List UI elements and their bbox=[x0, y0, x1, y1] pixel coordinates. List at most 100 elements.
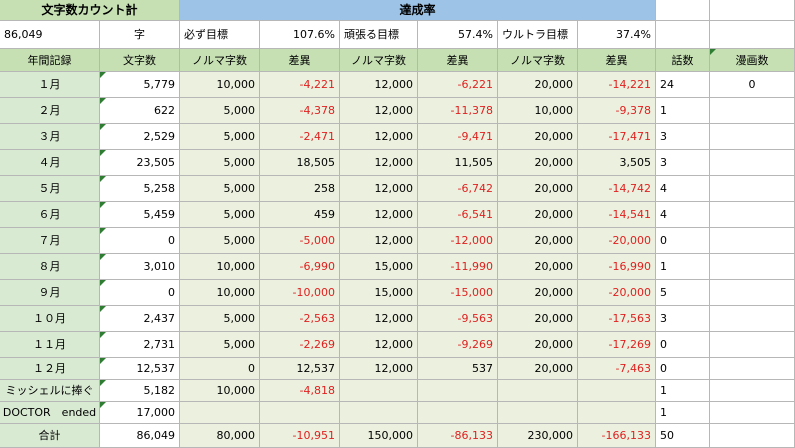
cell-diff-1[interactable]: -4,378 bbox=[260, 98, 340, 124]
cell-manga[interactable] bbox=[710, 176, 795, 202]
cell-quota-2[interactable]: 12,000 bbox=[340, 98, 418, 124]
cell-manga[interactable]: 0 bbox=[710, 72, 795, 98]
cell-quota-2[interactable]: 12,000 bbox=[340, 306, 418, 332]
cell-quota-1[interactable]: 5,000 bbox=[180, 306, 260, 332]
row-label[interactable]: ２月 bbox=[0, 98, 100, 124]
target-value-effort[interactable]: 57.4% bbox=[418, 21, 498, 49]
target-value-must[interactable]: 107.6% bbox=[260, 21, 340, 49]
cell-episodes[interactable]: 1 bbox=[656, 402, 710, 424]
achievement-header[interactable]: 達成率 bbox=[180, 0, 656, 21]
cell-episodes[interactable]: 4 bbox=[656, 176, 710, 202]
cell-episodes[interactable]: 3 bbox=[656, 124, 710, 150]
cell-diff-1[interactable]: -4,221 bbox=[260, 72, 340, 98]
cell-chars[interactable]: 2,731 bbox=[100, 332, 180, 358]
cell-quota-2[interactable] bbox=[340, 402, 418, 424]
cell-quota-1[interactable]: 10,000 bbox=[180, 254, 260, 280]
row-label[interactable]: ３月 bbox=[0, 124, 100, 150]
cell-manga[interactable] bbox=[710, 228, 795, 254]
cell-manga[interactable] bbox=[710, 280, 795, 306]
cell-quota-1[interactable] bbox=[180, 402, 260, 424]
cell-diff-2[interactable]: -6,742 bbox=[418, 176, 498, 202]
cell-quota-3[interactable]: 20,000 bbox=[498, 306, 578, 332]
cell-diff-1[interactable]: -10,951 bbox=[260, 424, 340, 448]
cell-chars[interactable]: 5,779 bbox=[100, 72, 180, 98]
total-chars-cell[interactable]: 86,049 bbox=[0, 21, 100, 49]
cell-episodes[interactable]: 0 bbox=[656, 332, 710, 358]
cell-quota-1[interactable]: 5,000 bbox=[180, 202, 260, 228]
cell-manga[interactable] bbox=[710, 306, 795, 332]
cell-quota-3[interactable] bbox=[498, 380, 578, 402]
cell-diff-1[interactable]: 459 bbox=[260, 202, 340, 228]
cell-diff-1[interactable]: -10,000 bbox=[260, 280, 340, 306]
cell-chars[interactable]: 12,537 bbox=[100, 358, 180, 380]
cell-episodes[interactable]: 3 bbox=[656, 306, 710, 332]
empty-cell[interactable] bbox=[656, 21, 710, 49]
cell-episodes[interactable]: 5 bbox=[656, 280, 710, 306]
col-header-quota-3[interactable]: ノルマ字数 bbox=[498, 49, 578, 72]
cell-episodes[interactable]: 24 bbox=[656, 72, 710, 98]
col-header-quota-2[interactable]: ノルマ字数 bbox=[340, 49, 418, 72]
col-header-record[interactable]: 年間記録 bbox=[0, 49, 100, 72]
cell-quota-2[interactable]: 12,000 bbox=[340, 150, 418, 176]
cell-diff-2[interactable]: -12,000 bbox=[418, 228, 498, 254]
row-label[interactable]: １１月 bbox=[0, 332, 100, 358]
cell-quota-2[interactable] bbox=[340, 380, 418, 402]
cell-manga[interactable] bbox=[710, 254, 795, 280]
col-header-chars[interactable]: 文字数 bbox=[100, 49, 180, 72]
col-header-episodes[interactable]: 話数 bbox=[656, 49, 710, 72]
row-label[interactable]: DOCTOR ended bbox=[0, 402, 100, 424]
cell-quota-3[interactable]: 20,000 bbox=[498, 124, 578, 150]
cell-diff-1[interactable]: -2,269 bbox=[260, 332, 340, 358]
cell-diff-2[interactable]: -15,000 bbox=[418, 280, 498, 306]
cell-diff-1[interactable]: 12,537 bbox=[260, 358, 340, 380]
cell-episodes[interactable]: 3 bbox=[656, 150, 710, 176]
cell-quota-2[interactable]: 12,000 bbox=[340, 124, 418, 150]
cell-quota-2[interactable]: 15,000 bbox=[340, 254, 418, 280]
row-label[interactable]: ５月 bbox=[0, 176, 100, 202]
cell-chars[interactable]: 5,258 bbox=[100, 176, 180, 202]
cell-diff-3[interactable]: -17,471 bbox=[578, 124, 656, 150]
cell-quota-1[interactable]: 10,000 bbox=[180, 72, 260, 98]
cell-diff-3[interactable]: -16,990 bbox=[578, 254, 656, 280]
cell-quota-2[interactable]: 12,000 bbox=[340, 358, 418, 380]
cell-diff-1[interactable]: -4,818 bbox=[260, 380, 340, 402]
cell-manga[interactable] bbox=[710, 402, 795, 424]
row-label[interactable]: ９月 bbox=[0, 280, 100, 306]
cell-manga[interactable] bbox=[710, 380, 795, 402]
cell-diff-2[interactable]: -6,221 bbox=[418, 72, 498, 98]
cell-manga[interactable] bbox=[710, 358, 795, 380]
cell-episodes[interactable]: 0 bbox=[656, 228, 710, 254]
cell-diff-3[interactable]: -14,221 bbox=[578, 72, 656, 98]
cell-quota-1[interactable]: 5,000 bbox=[180, 228, 260, 254]
col-header-diff-1[interactable]: 差異 bbox=[260, 49, 340, 72]
cell-diff-1[interactable] bbox=[260, 402, 340, 424]
cell-quota-1[interactable]: 5,000 bbox=[180, 98, 260, 124]
cell-episodes[interactable]: 1 bbox=[656, 380, 710, 402]
cell-diff-3[interactable]: -9,378 bbox=[578, 98, 656, 124]
cell-diff-1[interactable]: -2,471 bbox=[260, 124, 340, 150]
cell-diff-2[interactable]: -9,471 bbox=[418, 124, 498, 150]
cell-quota-2[interactable]: 150,000 bbox=[340, 424, 418, 448]
cell-quota-3[interactable]: 20,000 bbox=[498, 358, 578, 380]
cell-episodes[interactable]: 1 bbox=[656, 98, 710, 124]
cell-diff-3[interactable]: -7,463 bbox=[578, 358, 656, 380]
cell-chars[interactable]: 3,010 bbox=[100, 254, 180, 280]
target-label-must[interactable]: 必ず目標 bbox=[180, 21, 260, 49]
row-label[interactable]: ７月 bbox=[0, 228, 100, 254]
cell-chars[interactable]: 5,459 bbox=[100, 202, 180, 228]
cell-diff-3[interactable] bbox=[578, 402, 656, 424]
cell-chars[interactable]: 2,437 bbox=[100, 306, 180, 332]
cell-manga[interactable] bbox=[710, 98, 795, 124]
cell-episodes[interactable]: 0 bbox=[656, 358, 710, 380]
cell-chars[interactable]: 17,000 bbox=[100, 402, 180, 424]
row-label[interactable]: ４月 bbox=[0, 150, 100, 176]
cell-diff-1[interactable]: -2,563 bbox=[260, 306, 340, 332]
cell-diff-2[interactable]: 537 bbox=[418, 358, 498, 380]
target-label-ultra[interactable]: ウルトラ目標 bbox=[498, 21, 578, 49]
cell-diff-2[interactable]: -86,133 bbox=[418, 424, 498, 448]
cell-quota-3[interactable]: 20,000 bbox=[498, 150, 578, 176]
row-label[interactable]: １月 bbox=[0, 72, 100, 98]
col-header-manga[interactable]: 漫画数 bbox=[710, 49, 795, 72]
cell-manga[interactable] bbox=[710, 124, 795, 150]
sheet-title[interactable]: 文字数カウント計 bbox=[0, 0, 180, 21]
